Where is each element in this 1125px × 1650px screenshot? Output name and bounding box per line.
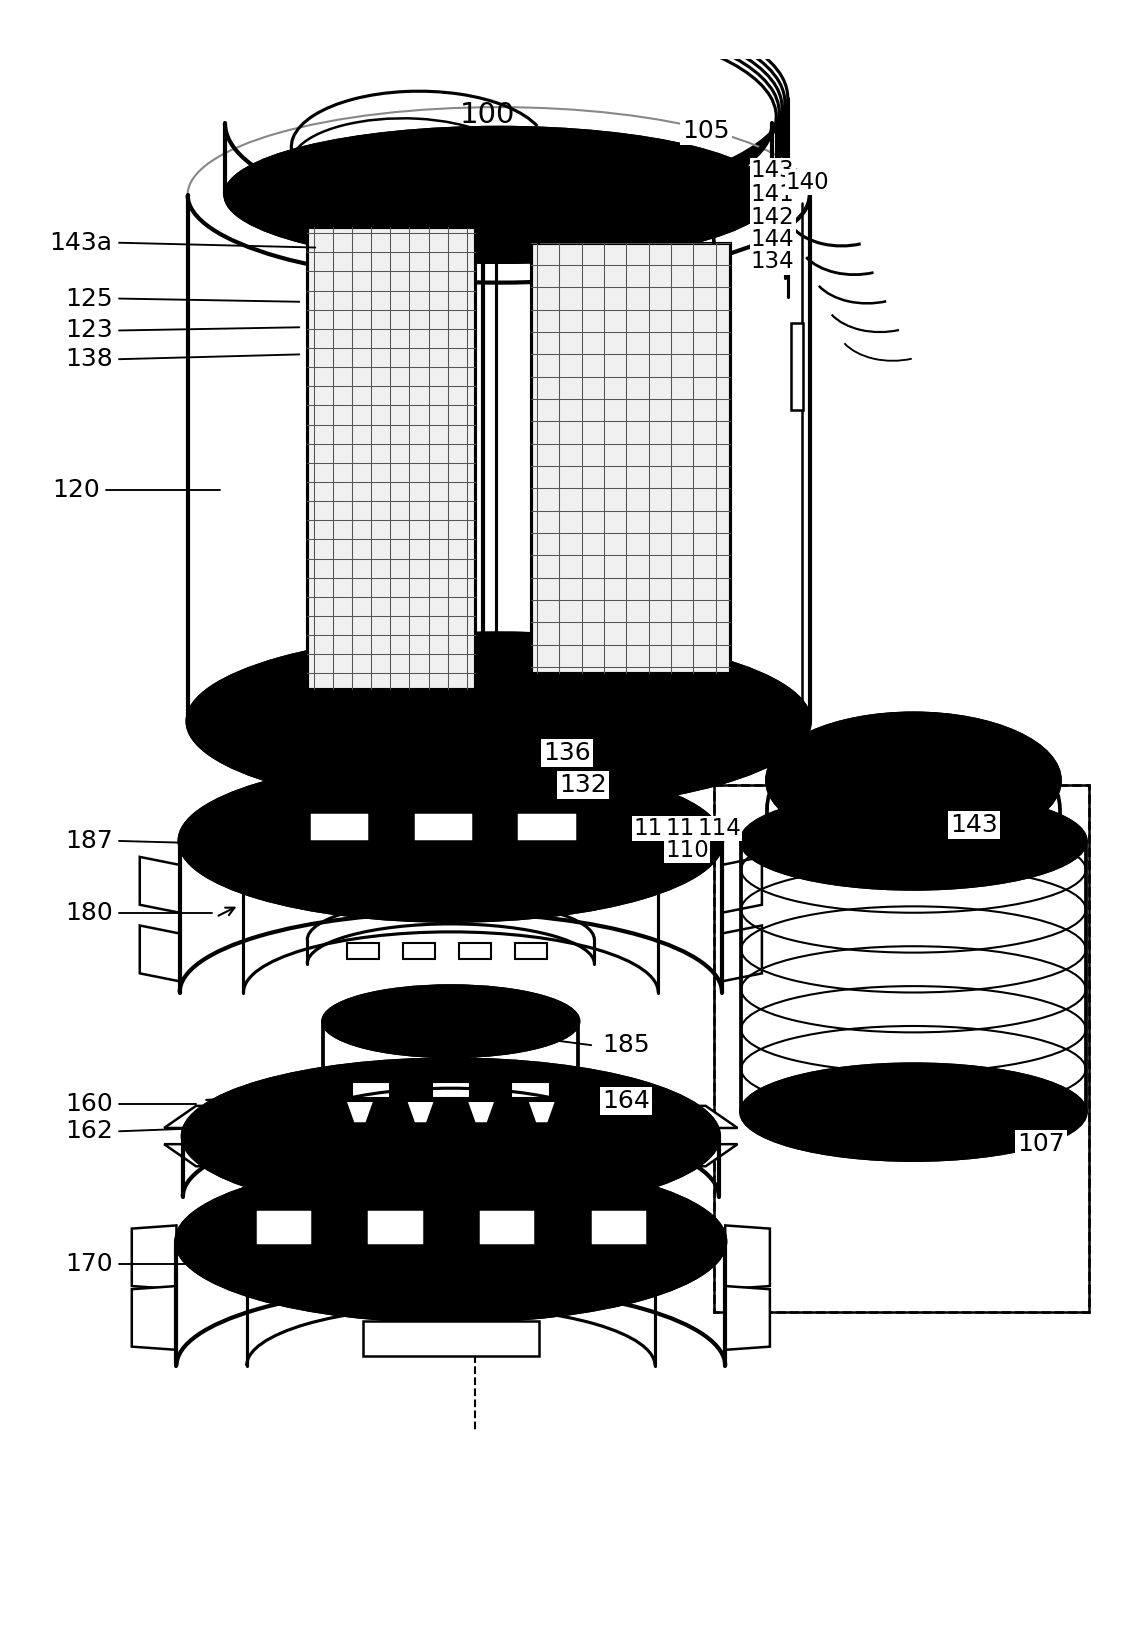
Polygon shape (140, 926, 180, 982)
Bar (531, 243, 730, 673)
Bar (367, 1209, 424, 1244)
Text: 125: 125 (65, 287, 112, 310)
Text: 107: 107 (1017, 1132, 1064, 1157)
Ellipse shape (180, 761, 722, 921)
Polygon shape (722, 856, 762, 912)
Bar (714, 785, 1089, 1312)
Text: 180: 180 (65, 901, 112, 924)
Bar (590, 1209, 647, 1244)
Polygon shape (164, 1106, 235, 1129)
Bar (254, 1209, 312, 1244)
Text: 136: 136 (543, 741, 591, 766)
Polygon shape (528, 1101, 556, 1124)
Ellipse shape (243, 780, 658, 901)
Ellipse shape (225, 127, 773, 262)
Bar (309, 812, 369, 842)
Bar (352, 1082, 390, 1097)
Text: 132: 132 (559, 774, 608, 797)
Polygon shape (726, 1285, 770, 1350)
Polygon shape (164, 1143, 235, 1167)
Ellipse shape (177, 1162, 726, 1322)
Ellipse shape (284, 1089, 619, 1185)
Polygon shape (722, 926, 762, 982)
Ellipse shape (323, 987, 578, 1056)
Polygon shape (345, 1101, 375, 1124)
Text: 143a: 143a (50, 231, 112, 254)
Bar (348, 944, 379, 959)
Polygon shape (140, 856, 180, 912)
Bar (307, 226, 475, 690)
Text: 185: 185 (602, 1033, 650, 1058)
Ellipse shape (741, 794, 1086, 889)
Text: 134: 134 (750, 251, 794, 274)
Ellipse shape (767, 713, 1060, 848)
Bar (714, 785, 1089, 1312)
Text: 113: 113 (665, 817, 709, 840)
Text: 160: 160 (65, 1092, 112, 1115)
Text: 110: 110 (665, 838, 709, 861)
Polygon shape (132, 1226, 177, 1289)
Bar (363, 1322, 539, 1356)
Polygon shape (667, 1143, 738, 1167)
Text: 140: 140 (786, 170, 829, 193)
Bar (478, 1209, 536, 1244)
Bar (516, 812, 577, 842)
Bar (403, 944, 435, 959)
Ellipse shape (772, 802, 1055, 879)
Bar (413, 812, 474, 842)
Text: 162: 162 (65, 1119, 112, 1143)
Text: 142: 142 (750, 206, 794, 229)
Bar (791, 322, 803, 411)
Text: 123: 123 (65, 318, 112, 343)
Polygon shape (132, 1285, 177, 1350)
Polygon shape (667, 1106, 738, 1129)
Text: 141: 141 (750, 183, 794, 206)
Ellipse shape (246, 1183, 655, 1300)
Text: 143: 143 (951, 813, 998, 837)
Text: 100: 100 (460, 101, 515, 129)
Polygon shape (467, 1101, 495, 1124)
Text: 105: 105 (682, 119, 730, 144)
Bar (512, 1082, 550, 1097)
Bar (514, 944, 547, 959)
Ellipse shape (183, 1059, 719, 1213)
Bar (459, 944, 490, 959)
Text: 120: 120 (52, 478, 100, 502)
Polygon shape (726, 1226, 770, 1289)
Ellipse shape (741, 1064, 1086, 1160)
Bar (432, 1082, 470, 1097)
Text: 144: 144 (750, 228, 794, 251)
Text: 164: 164 (602, 1089, 650, 1114)
Text: 138: 138 (65, 346, 112, 371)
Text: 170: 170 (65, 1252, 112, 1275)
Ellipse shape (819, 738, 1008, 823)
Ellipse shape (188, 634, 810, 808)
Text: 114: 114 (698, 817, 740, 840)
Text: 187: 187 (65, 828, 112, 853)
Polygon shape (406, 1101, 435, 1124)
Text: 143: 143 (750, 160, 794, 183)
Text: 112: 112 (633, 817, 677, 840)
